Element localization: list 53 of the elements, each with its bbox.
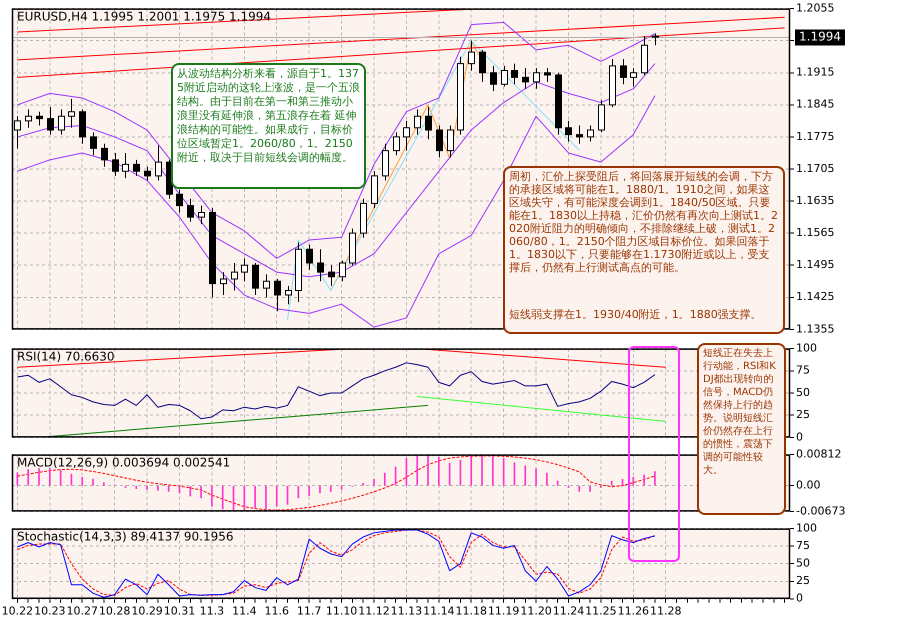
x-tick-label: 10.29 <box>131 604 163 618</box>
y-tick-label: 1.1845 <box>796 98 834 111</box>
y-tick-label: 1.1425 <box>796 290 834 304</box>
x-tick-label: 11.14 <box>423 604 455 618</box>
y-tick-label: 25 <box>796 574 810 588</box>
y-tick-label: 100 <box>796 341 817 354</box>
x-tick-label: 11.7 <box>296 604 322 618</box>
x-tick-label: 11.24 <box>552 604 584 618</box>
x-tick-label: 11.3 <box>200 604 224 618</box>
chart-title: Stochastic(14,3,3) 89.4137 90.1956 <box>17 530 234 544</box>
ref-line-label: 1.1994 <box>799 30 841 44</box>
x-tick-label: 11.12 <box>358 604 390 618</box>
y-tick-label: 1.1355 <box>796 322 834 336</box>
y-tick-label: 0 <box>796 430 803 444</box>
y-tick-label: 25 <box>796 408 810 422</box>
x-tick-label: 11.18 <box>455 604 487 618</box>
x-tick-label: 11.13 <box>390 604 422 618</box>
text-box: 从波动结构分析来看，源自于1。1375附近启动的这轮上涨波，是一个五浪结构。由于目前在第一和第三推动小浪里没有延伸浪，第五浪存在着 延伸浪结构的可能性。如果成行，目标价位区域暂定1。2060/80，1。2150附近，取决于目前短线会调的幅度。 <box>171 63 366 189</box>
chart-title: EURUSD,H4 1.1995 1.2001 1.1975 1.1994 <box>17 10 272 24</box>
y-tick-label: 100 <box>796 521 817 534</box>
y-tick-label: 75 <box>796 364 810 377</box>
x-tick-label: 10.31 <box>164 604 196 618</box>
y-tick-label: 50 <box>796 386 810 399</box>
y-tick-label: 0.00 <box>796 478 820 492</box>
x-tick-label: 11.26 <box>618 604 650 618</box>
text-box: 周初，汇价上探受阻后，将回落展开短线的会调，下方的承接区域将可能在1。1880/1。1910之间，如果这区域失守，有可能深度会调到1。1840/50区域。只要能在1。1830以上持稳，汇价仍然有再次向上测试1。2020附近阻力的明确倾向，不排除继续上破，测试1。2060/80，1。2150个阻力区域目标价位。如果回落于1。1830以下，只要能够在1.1730附近或以上，受支撑后，仍然有上行测试高点的可能。 <box>503 166 785 306</box>
x-tick-label: 11.6 <box>264 604 289 618</box>
x-tick-label: 10.27 <box>66 604 98 618</box>
y-tick-label: 0.00812 <box>796 447 842 460</box>
y-tick-label: 1.1565 <box>796 226 834 240</box>
y-tick-label: 0 <box>796 592 803 605</box>
x-tick-label: 10.28 <box>98 604 130 618</box>
x-tick-label: 11.20 <box>520 604 552 618</box>
text-box: 短线弱支撑在1。1930/40附近，1。1880强支撑。 <box>503 306 785 334</box>
y-tick-label: 50 <box>796 556 810 570</box>
y-tick-label: 1.1775 <box>796 130 834 143</box>
x-tick-label: 11.25 <box>585 604 617 618</box>
y-tick-label: 1.1635 <box>796 194 834 207</box>
y-tick-label: 1.1705 <box>796 162 834 175</box>
chart-title: MACD(12,26,9) 0.003694 0.002541 <box>17 456 230 470</box>
y-tick-label: 75 <box>796 539 810 552</box>
text-box: 短线正在失去上行动能，RSI和KDJ都出现转向的信号，MACD仍然保持上行的趋势。说明短线汇价仍然存在上行的惯性，震荡下调的可能性较大。 <box>697 343 786 515</box>
y-tick-label: 1.1495 <box>796 258 834 272</box>
y-tick-label: -0.00673 <box>796 504 846 518</box>
y-tick-label: 1.2055 <box>796 1 834 14</box>
x-tick-label: 11.28 <box>650 604 682 618</box>
x-tick-label: 11.19 <box>488 604 520 618</box>
x-tick-label: 11.10 <box>326 604 358 618</box>
chart-title: RSI(14) 70.6630 <box>17 350 115 364</box>
x-tick-label: 11.4 <box>232 604 257 618</box>
y-tick-label: 1.1915 <box>796 66 834 79</box>
x-tick-label: 10.22 <box>2 604 34 618</box>
x-tick-label: 10.23 <box>34 604 66 618</box>
